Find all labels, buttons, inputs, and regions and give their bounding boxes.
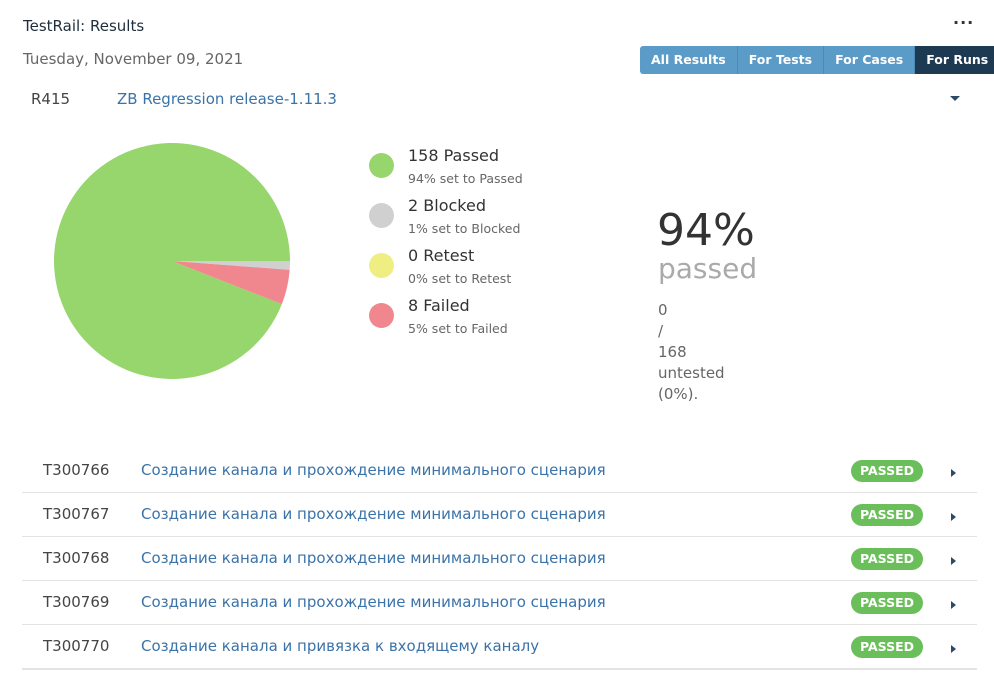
caret-right-icon[interactable] <box>948 640 958 653</box>
untested-line: / <box>658 322 664 340</box>
status-badge[interactable]: PASSED <box>851 592 923 614</box>
test-title-link[interactable]: Создание канала и прохождение минимально… <box>141 505 606 523</box>
status-badge[interactable]: PASSED <box>851 460 923 482</box>
caret-right-icon[interactable] <box>948 552 958 565</box>
legend-sub: 0% set to Retest <box>408 271 512 286</box>
test-title-link[interactable]: Создание канала и прохождение минимально… <box>141 593 606 611</box>
caret-right-icon[interactable] <box>948 464 958 477</box>
caret-right-icon[interactable] <box>948 596 958 609</box>
test-row[interactable]: T300769 Создание канала и прохождение ми… <box>22 581 977 625</box>
legend-label: 158 Passed <box>408 146 500 165</box>
passed-percent: 94% <box>657 205 755 256</box>
caret-right-icon[interactable] <box>948 508 958 521</box>
tab-all-results[interactable]: All Results <box>640 46 738 74</box>
untested-line: untested <box>658 364 725 382</box>
test-title-link[interactable]: Создание канала и привязка к входящему к… <box>141 637 540 655</box>
widget-title: TestRail: Results <box>23 17 145 35</box>
test-row[interactable]: T300770 Создание канала и привязка к вхо… <box>22 625 977 670</box>
legend-dot-passed <box>369 153 394 178</box>
untested-line: 0 <box>658 301 668 319</box>
test-id: T300768 <box>43 549 110 567</box>
passed-word: passed <box>658 252 758 285</box>
untested-line: (0%). <box>658 385 699 403</box>
tab-for-runs[interactable]: For Runs <box>915 46 994 74</box>
test-row[interactable]: T300768 Создание канала и прохождение ми… <box>22 537 977 581</box>
test-id: T300769 <box>43 593 110 611</box>
legend-label: 2 Blocked <box>408 196 486 215</box>
legend-label: 0 Retest <box>408 246 475 265</box>
results-pie-chart <box>54 143 291 379</box>
run-id: R415 <box>31 90 71 108</box>
run-name-link[interactable]: ZB Regression release-1.11.3 <box>117 90 337 108</box>
legend-sub: 1% set to Blocked <box>408 221 521 236</box>
legend-dot-retest <box>369 253 394 278</box>
tab-for-cases[interactable]: For Cases <box>824 46 916 74</box>
pie-slice-blocked <box>172 261 290 270</box>
test-id: T300767 <box>43 505 110 523</box>
untested-summary: 0 / 168 untested (0%). <box>658 300 725 405</box>
legend-label: 8 Failed <box>408 296 470 315</box>
legend-sub: 94% set to Passed <box>408 171 523 186</box>
test-row[interactable]: T300767 Создание канала и прохождение ми… <box>22 493 977 537</box>
tab-for-tests[interactable]: For Tests <box>737 46 825 74</box>
legend-sub: 5% set to Failed <box>408 321 508 336</box>
pie-slice-passed <box>54 143 291 379</box>
view-mode-tabs: All Results For Tests For Cases For Runs <box>640 46 994 74</box>
untested-line: 168 <box>658 343 687 361</box>
legend-dot-blocked <box>369 203 394 228</box>
test-id: T300770 <box>43 637 110 655</box>
test-title-link[interactable]: Создание канала и прохождение минимально… <box>141 461 606 479</box>
legend-dot-failed <box>369 303 394 328</box>
status-badge[interactable]: PASSED <box>851 504 923 526</box>
tests-list: T300766 Создание канала и прохождение ми… <box>22 449 977 670</box>
status-badge[interactable]: PASSED <box>851 636 923 658</box>
pie-slice-failed <box>172 261 290 305</box>
pie-svg <box>54 143 291 379</box>
caret-down-icon[interactable] <box>948 90 962 106</box>
test-title-link[interactable]: Создание канала и прохождение минимально… <box>141 549 606 567</box>
test-id: T300766 <box>43 461 110 479</box>
status-badge[interactable]: PASSED <box>851 548 923 570</box>
test-row[interactable]: T300766 Создание канала и прохождение ми… <box>22 449 977 493</box>
more-options-icon[interactable]: ··· <box>953 13 975 32</box>
report-date: Tuesday, November 09, 2021 <box>23 50 244 68</box>
